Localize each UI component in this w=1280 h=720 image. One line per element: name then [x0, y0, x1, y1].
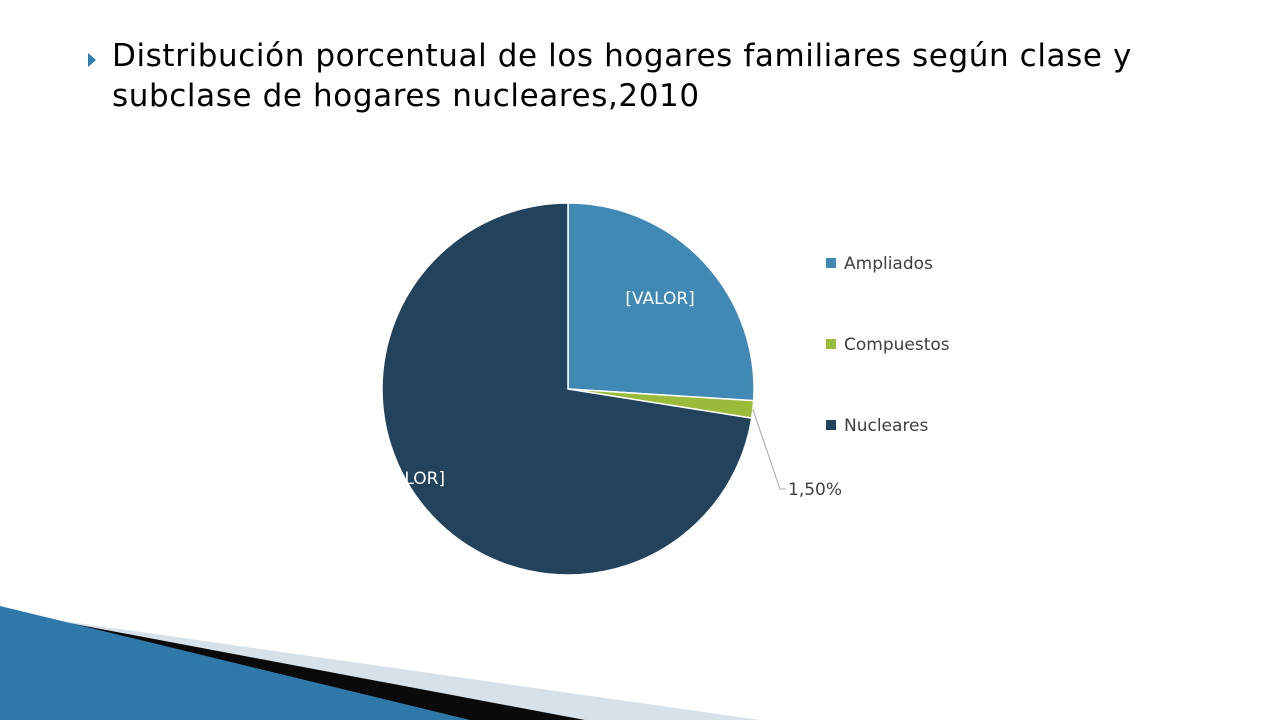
decor-blue-shard: [0, 606, 470, 720]
pie-slices: [381, 202, 755, 576]
data-label-ampliados: [VALOR]: [625, 289, 695, 309]
data-label-nucleares: [VALOR]: [376, 469, 446, 489]
title-bullet-icon: [88, 53, 96, 67]
chart-legend: Ampliados Compuestos Nucleares: [826, 254, 950, 436]
legend-label-compuestos: Compuestos: [844, 335, 950, 355]
legend-label-nucleares: Nucleares: [844, 416, 929, 436]
leader-line-compuestos: [752, 409, 786, 490]
slide-title: Distribución porcentual de los hogares f…: [112, 38, 1132, 114]
pie-data-labels: [VALOR] 1,50% [VALOR]: [376, 289, 842, 500]
data-label-compuestos: 1,50%: [788, 480, 842, 500]
legend-swatch-nucleares: [826, 420, 836, 430]
pie-slice-ampliados: [567, 202, 755, 402]
pie-slice-nucleares: [381, 202, 753, 576]
legend-swatch-compuestos: [826, 339, 836, 349]
legend-label-ampliados: Ampliados: [844, 254, 933, 274]
legend-swatch-ampliados: [826, 258, 836, 268]
